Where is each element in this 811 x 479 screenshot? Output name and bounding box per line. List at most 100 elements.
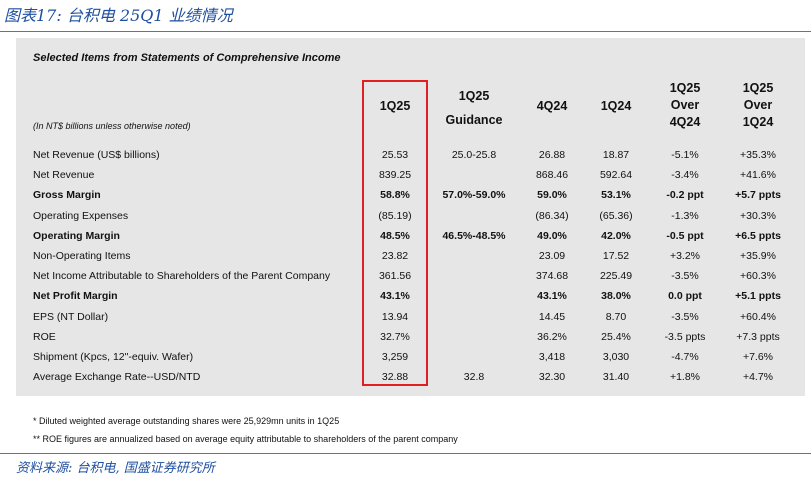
cell-1q25: 23.82 [381,250,409,262]
cell-guidance: 57.0%-59.0% [442,189,506,202]
cell-over-1q24: +7.3 ppts [736,330,780,343]
row-label: Net Profit Margin [33,290,118,303]
cell-1q25: 32.7% [380,330,410,343]
row-label: Gross Margin [33,189,101,202]
header-1q25: 1Q25 [379,99,411,113]
cell-1q24: 225.49 [599,270,633,283]
table-row: Net Revenue 839.25 868.46 592.64 -3.4% +41.6% [0,165,811,185]
row-label: EPS (NT Dollar) [33,310,109,323]
table-row: Gross Margin 58.8% 57.0%-59.0% 59.0% 53.1% -0… [0,185,811,205]
cell-1q24: 31.40 [602,371,630,384]
cell-over-4q24: -1.3% [671,209,699,222]
table-row: Net Revenue (US$ billions) 25.53 25.0-25.8… [0,145,811,165]
cell-guidance: 25.0-25.8 [451,149,497,161]
cell-1q24: 53.1% [601,189,631,202]
row-label: Net Income Attributable to Shareholders … [33,270,331,283]
table-panel [16,38,805,396]
footnote-roe: ** ROE figures are annualized based on a… [33,434,458,444]
cell-over-1q24: +5.7 ppts [735,189,781,202]
cell-over-4q24: -0.5 ppt [666,229,704,242]
table-row: Shipment (Kpcs, 12"-equiv. Wafer) 3,259 3,… [0,347,811,367]
cell-over-1q24: +5.1 ppts [735,290,781,303]
header-over-4q24: 1Q25 Over 4Q24 [669,81,701,129]
unit-note: (In NT$ billions unless otherwise noted) [33,121,191,131]
cell-1q24: 17.52 [602,250,630,262]
cell-4q24: 3,418 [538,351,566,363]
cell-4q24: 59.0% [537,189,567,202]
cell-1q25: 48.5% [380,229,410,242]
table-row: Non-Operating Items 23.82 23.09 17.52 +3.2% +… [0,246,811,266]
cell-4q24: 14.45 [538,310,566,323]
cell-4q24: (86.34) [535,209,569,222]
header-1q24: 1Q24 [600,99,632,113]
cell-1q24: 18.87 [602,149,630,161]
row-label: Net Revenue [33,169,95,182]
cell-4q24: 32.30 [538,371,566,384]
source-note: 资料来源: 台积电, 国盛证券研究所 [16,461,215,476]
cell-1q25: 3,259 [381,351,409,363]
row-label: Operating Expenses [33,209,129,222]
cell-1q24: 8.70 [605,310,627,323]
cell-1q24: 592.64 [599,169,633,182]
cell-over-4q24: -0.2 ppt [666,189,704,202]
row-label: Non-Operating Items [33,250,131,262]
cell-over-1q24: +35.3% [740,149,776,161]
cell-1q25: 13.94 [381,310,409,323]
cell-1q25: 361.56 [378,270,412,283]
cell-4q24: 36.2% [537,330,567,343]
footnote-shares: * Diluted weighted average outstanding s… [33,416,340,426]
table-row: Net Profit Margin 43.1% 43.1% 38.0% 0.0 ppt +… [0,286,811,306]
header-guidance: 1Q25 Guidance [445,89,503,127]
row-label: Net Revenue (US$ billions) [33,149,160,161]
table-row: Net Income Attributable to Shareholders … [0,266,811,286]
header-4q24: 4Q24 [536,99,568,113]
cell-over-4q24: +3.2% [669,250,701,262]
panel-title: Selected Items from Statements of Compre… [33,52,341,64]
cell-over-1q24: +60.3% [740,270,776,283]
cell-1q25: 58.8% [380,189,410,202]
cell-4q24: 43.1% [537,290,567,303]
cell-guidance: 32.8 [463,371,485,384]
cell-1q25: (85.19) [378,209,412,222]
cell-1q24: 25.4% [601,330,631,343]
cell-4q24: 23.09 [538,250,566,262]
cell-1q25: 32.88 [381,371,409,384]
cell-over-4q24: -4.7% [671,351,699,363]
cell-over-1q24: +41.6% [740,169,776,182]
cell-over-4q24: 0.0 ppt [668,290,702,303]
1q25-highlight-box [362,80,428,386]
cell-1q25: 25.53 [381,149,409,161]
table-row: Operating Margin 48.5% 46.5%-48.5% 49.0% 42.… [0,226,811,246]
cell-over-1q24: +4.7% [742,371,774,384]
row-label: Average Exchange Rate--USD/NTD [33,371,201,384]
cell-over-4q24: -5.1% [671,149,699,161]
cell-over-1q24: +7.6% [742,351,774,363]
cell-1q25: 43.1% [380,290,410,303]
cell-over-1q24: +6.5 ppts [735,229,781,242]
table-row: Operating Expenses (85.19) (86.34) (65.36) -… [0,206,811,226]
header-over-1q24: 1Q25 Over 1Q24 [742,81,774,129]
cell-4q24: 374.68 [535,270,569,283]
table-row: EPS (NT Dollar) 13.94 14.45 8.70 -3.5% +60.4% [0,307,811,327]
bottom-divider [0,453,811,454]
cell-over-4q24: -3.4% [671,169,699,182]
cell-1q24: 42.0% [601,229,631,242]
table-row: ROE 32.7% 36.2% 25.4% -3.5 ppts +7.3 ppts [0,327,811,347]
cell-1q24: 3,030 [602,351,630,363]
cell-over-4q24: -3.5 ppts [664,330,706,343]
cell-1q24: 38.0% [601,290,631,303]
cell-1q25: 839.25 [378,169,412,182]
row-label: Shipment (Kpcs, 12"-equiv. Wafer) [33,351,194,363]
cell-over-4q24: -3.5% [671,310,699,323]
cell-over-1q24: +60.4% [740,310,776,323]
cell-4q24: 49.0% [537,229,567,242]
table-row: Average Exchange Rate--USD/NTD 32.88 32.8 3… [0,367,811,387]
row-label: Operating Margin [33,229,120,242]
cell-over-1q24: +30.3% [740,209,776,222]
cell-over-1q24: +35.9% [740,250,776,262]
cell-4q24: 868.46 [535,169,569,182]
top-divider [0,31,811,32]
cell-1q24: (65.36) [599,209,633,222]
cell-4q24: 26.88 [538,149,566,161]
cell-over-4q24: +1.8% [669,371,701,384]
